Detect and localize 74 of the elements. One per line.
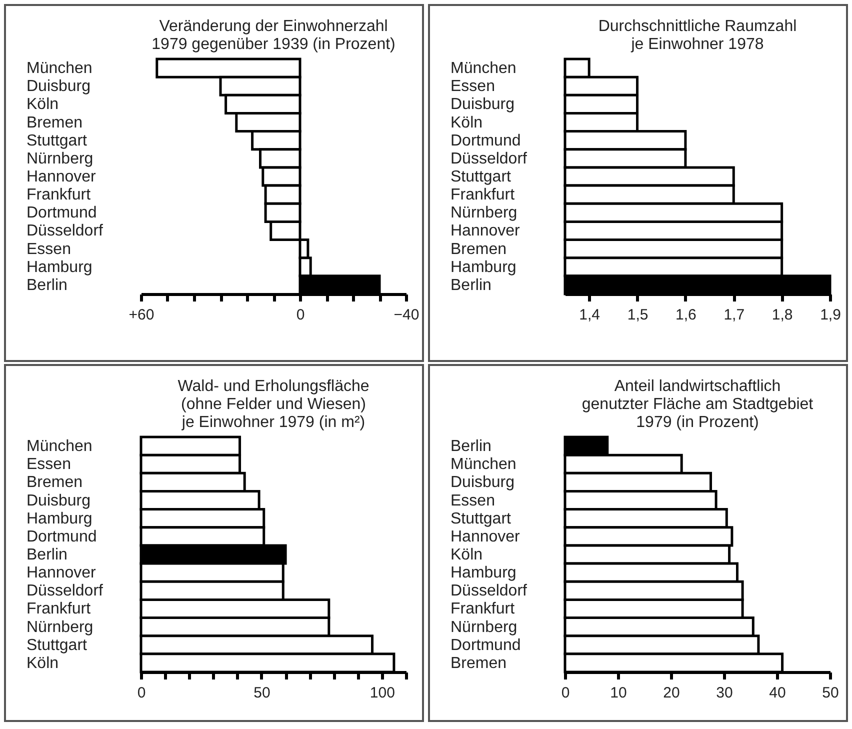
y-tick-label: Hannover (450, 222, 521, 240)
y-tick-label: Dortmund (450, 132, 521, 150)
x-tick-label: 40 (769, 684, 786, 702)
x-tick-label: 0 (561, 684, 570, 702)
x-tick-label: 10 (610, 684, 627, 702)
y-tick-label: Duisburg (26, 492, 91, 510)
chart-title: Durchschnittliche Raumzahl je Einwohner 1978 (598, 18, 797, 53)
y-tick-label: Düsseldorf (450, 582, 528, 600)
y-tick-label: Duisburg (26, 78, 91, 96)
y-tick-label: Düsseldorf (26, 222, 104, 240)
y-tick-label: Hannover (26, 564, 97, 582)
x-tick-label: 1,8 (772, 306, 793, 324)
y-tick-label: Frankfurt (26, 600, 92, 618)
x-tick-label: −40 (394, 306, 420, 324)
y-tick-label: Bremen (26, 114, 83, 132)
y-tick-label: Stuttgart (450, 168, 512, 186)
y-tick-label: Köln (26, 96, 59, 114)
y-tick-label: Hannover (26, 168, 97, 186)
x-tick-label: 0 (137, 684, 146, 702)
x-tick-label: 20 (663, 684, 680, 702)
y-tick-label: Bremen (26, 474, 83, 492)
chart-title: Wald- und Erholungsfläche (ohne Felder und Wiesen) je Einwohner 1979 (in m²) (178, 378, 370, 431)
y-tick-label: Hamburg (450, 564, 516, 582)
y-tick-label: Stuttgart (26, 636, 88, 654)
y-tick-label: Frankfurt (450, 600, 516, 618)
y-tick-label: Stuttgart (26, 132, 88, 150)
y-tick-label: München (450, 60, 516, 78)
y-tick-label: Frankfurt (26, 186, 92, 204)
y-tick-label: Köln (450, 546, 483, 564)
y-tick-label: Dortmund (450, 636, 521, 654)
y-tick-label: Düsseldorf (450, 150, 528, 168)
y-tick-label: Frankfurt (450, 186, 516, 204)
y-tick-label: Nürnberg (450, 204, 518, 222)
y-tick-label: Berlin (450, 438, 492, 456)
x-tick-label: 1,5 (627, 306, 648, 324)
y-tick-label: München (26, 438, 92, 456)
y-tick-label: Dortmund (26, 204, 97, 222)
y-tick-label: Hamburg (26, 258, 92, 276)
y-tick-label: Berlin (450, 276, 492, 294)
y-tick-label: Köln (450, 114, 483, 132)
x-tick-label: 50 (254, 684, 270, 702)
y-tick-label: Berlin (26, 546, 68, 564)
y-tick-label: Dortmund (26, 528, 97, 546)
y-tick-label: Nürnberg (450, 618, 518, 636)
y-tick-label: Düsseldorf (26, 582, 104, 600)
y-tick-label: Berlin (26, 276, 68, 294)
x-tick-label: 1,4 (579, 306, 600, 324)
x-tick-label: 1,6 (676, 306, 696, 324)
y-tick-label: Stuttgart (450, 510, 512, 528)
y-tick-label: München (450, 456, 516, 474)
y-tick-label: Bremen (450, 654, 507, 672)
y-tick-label: Nürnberg (26, 150, 94, 168)
y-tick-label: Bremen (450, 240, 507, 258)
x-tick-label: +60 (128, 306, 154, 324)
x-tick-label: 1,7 (724, 306, 745, 324)
y-tick-label: Köln (26, 654, 59, 672)
y-tick-label: Essen (450, 492, 495, 510)
y-tick-label: Hamburg (26, 510, 92, 528)
chart-title: Veränderung der Einwohnerzahl 1979 gegenüber 1939 (in Prozent) (152, 18, 396, 53)
x-tick-label: 100 (370, 684, 395, 702)
y-tick-label: Duisburg (450, 474, 515, 492)
y-tick-label: Essen (26, 240, 71, 258)
x-tick-label: 0 (296, 306, 305, 324)
x-tick-label: 30 (716, 684, 733, 702)
chart-title: Anteil landwirtschaftlich genutzter Fläche am Stadtgebiet 1979 (in Prozent) (582, 378, 814, 431)
y-tick-label: München (26, 60, 92, 78)
x-tick-label: 1,9 (820, 306, 841, 324)
y-tick-label: Hamburg (450, 258, 516, 276)
y-tick-label: Nürnberg (26, 618, 94, 636)
y-tick-label: Duisburg (450, 96, 515, 114)
y-tick-label: Essen (26, 456, 71, 474)
y-tick-label: Hannover (450, 528, 521, 546)
y-tick-label: Essen (450, 78, 495, 96)
x-tick-label: 50 (822, 684, 839, 702)
